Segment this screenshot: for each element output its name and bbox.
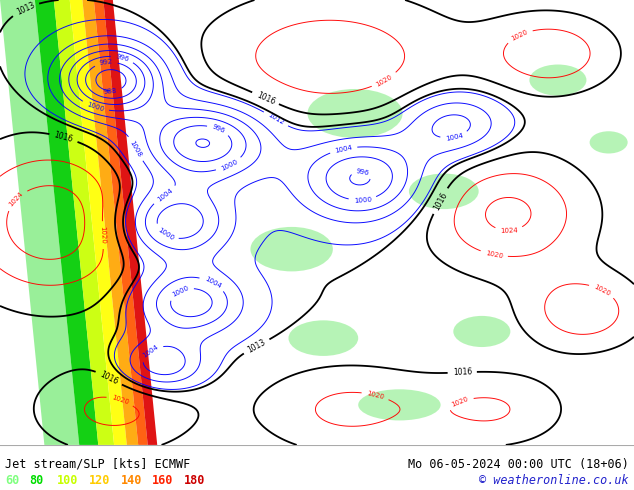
Text: 1020: 1020 — [111, 394, 129, 406]
Text: 988: 988 — [103, 87, 117, 95]
Polygon shape — [82, 0, 138, 445]
Text: 1020: 1020 — [100, 226, 107, 244]
Text: 180: 180 — [184, 473, 205, 487]
Text: 1004: 1004 — [156, 187, 174, 203]
Ellipse shape — [288, 320, 358, 356]
Text: 1000: 1000 — [86, 101, 105, 113]
Text: 120: 120 — [89, 473, 110, 487]
Text: 1016: 1016 — [53, 130, 74, 145]
Polygon shape — [35, 0, 98, 445]
Text: 996: 996 — [115, 53, 129, 63]
Text: 1000: 1000 — [220, 158, 238, 172]
Text: 1024: 1024 — [500, 227, 518, 234]
Text: 1012: 1012 — [267, 112, 285, 126]
Text: 1016: 1016 — [453, 368, 472, 377]
Text: 1004: 1004 — [141, 343, 159, 359]
Polygon shape — [94, 0, 148, 445]
Text: 1016: 1016 — [255, 90, 276, 106]
Text: 1020: 1020 — [485, 250, 503, 259]
Text: 996: 996 — [356, 168, 370, 176]
Text: 140: 140 — [120, 473, 142, 487]
Text: © weatheronline.co.uk: © weatheronline.co.uk — [479, 473, 629, 487]
Text: 1016: 1016 — [98, 369, 119, 386]
Text: 1020: 1020 — [510, 28, 529, 42]
Text: 1024: 1024 — [8, 191, 25, 208]
Text: 160: 160 — [152, 473, 174, 487]
Text: 1016: 1016 — [432, 190, 449, 212]
Ellipse shape — [409, 173, 479, 209]
Ellipse shape — [307, 89, 403, 138]
Text: 1013: 1013 — [246, 338, 267, 355]
Ellipse shape — [453, 316, 510, 347]
Text: 60: 60 — [5, 473, 19, 487]
Text: 1004: 1004 — [334, 144, 353, 154]
Ellipse shape — [590, 131, 628, 153]
Text: 1000: 1000 — [171, 284, 190, 297]
Ellipse shape — [358, 389, 441, 420]
Text: 80: 80 — [29, 473, 43, 487]
Text: 1000: 1000 — [156, 227, 174, 242]
Text: 996: 996 — [211, 123, 226, 135]
Text: Jet stream/SLP [kts] ECMWF: Jet stream/SLP [kts] ECMWF — [5, 458, 190, 470]
Text: 1008: 1008 — [129, 140, 143, 158]
Text: 100: 100 — [57, 473, 79, 487]
Text: 1020: 1020 — [366, 390, 385, 400]
Text: 1020: 1020 — [451, 395, 470, 408]
Ellipse shape — [250, 227, 333, 271]
Text: 1020: 1020 — [375, 74, 394, 87]
Text: 1020: 1020 — [593, 283, 612, 297]
Text: 992: 992 — [99, 59, 113, 67]
Text: Mo 06-05-2024 00:00 UTC (18+06): Mo 06-05-2024 00:00 UTC (18+06) — [408, 458, 629, 470]
Text: 1013: 1013 — [15, 0, 36, 17]
Polygon shape — [70, 0, 127, 445]
Polygon shape — [0, 0, 79, 445]
Text: 1004: 1004 — [445, 132, 463, 142]
Text: 1004: 1004 — [204, 276, 222, 290]
Text: 1000: 1000 — [353, 196, 372, 203]
Polygon shape — [54, 0, 114, 445]
Polygon shape — [103, 0, 157, 445]
Ellipse shape — [529, 65, 586, 96]
